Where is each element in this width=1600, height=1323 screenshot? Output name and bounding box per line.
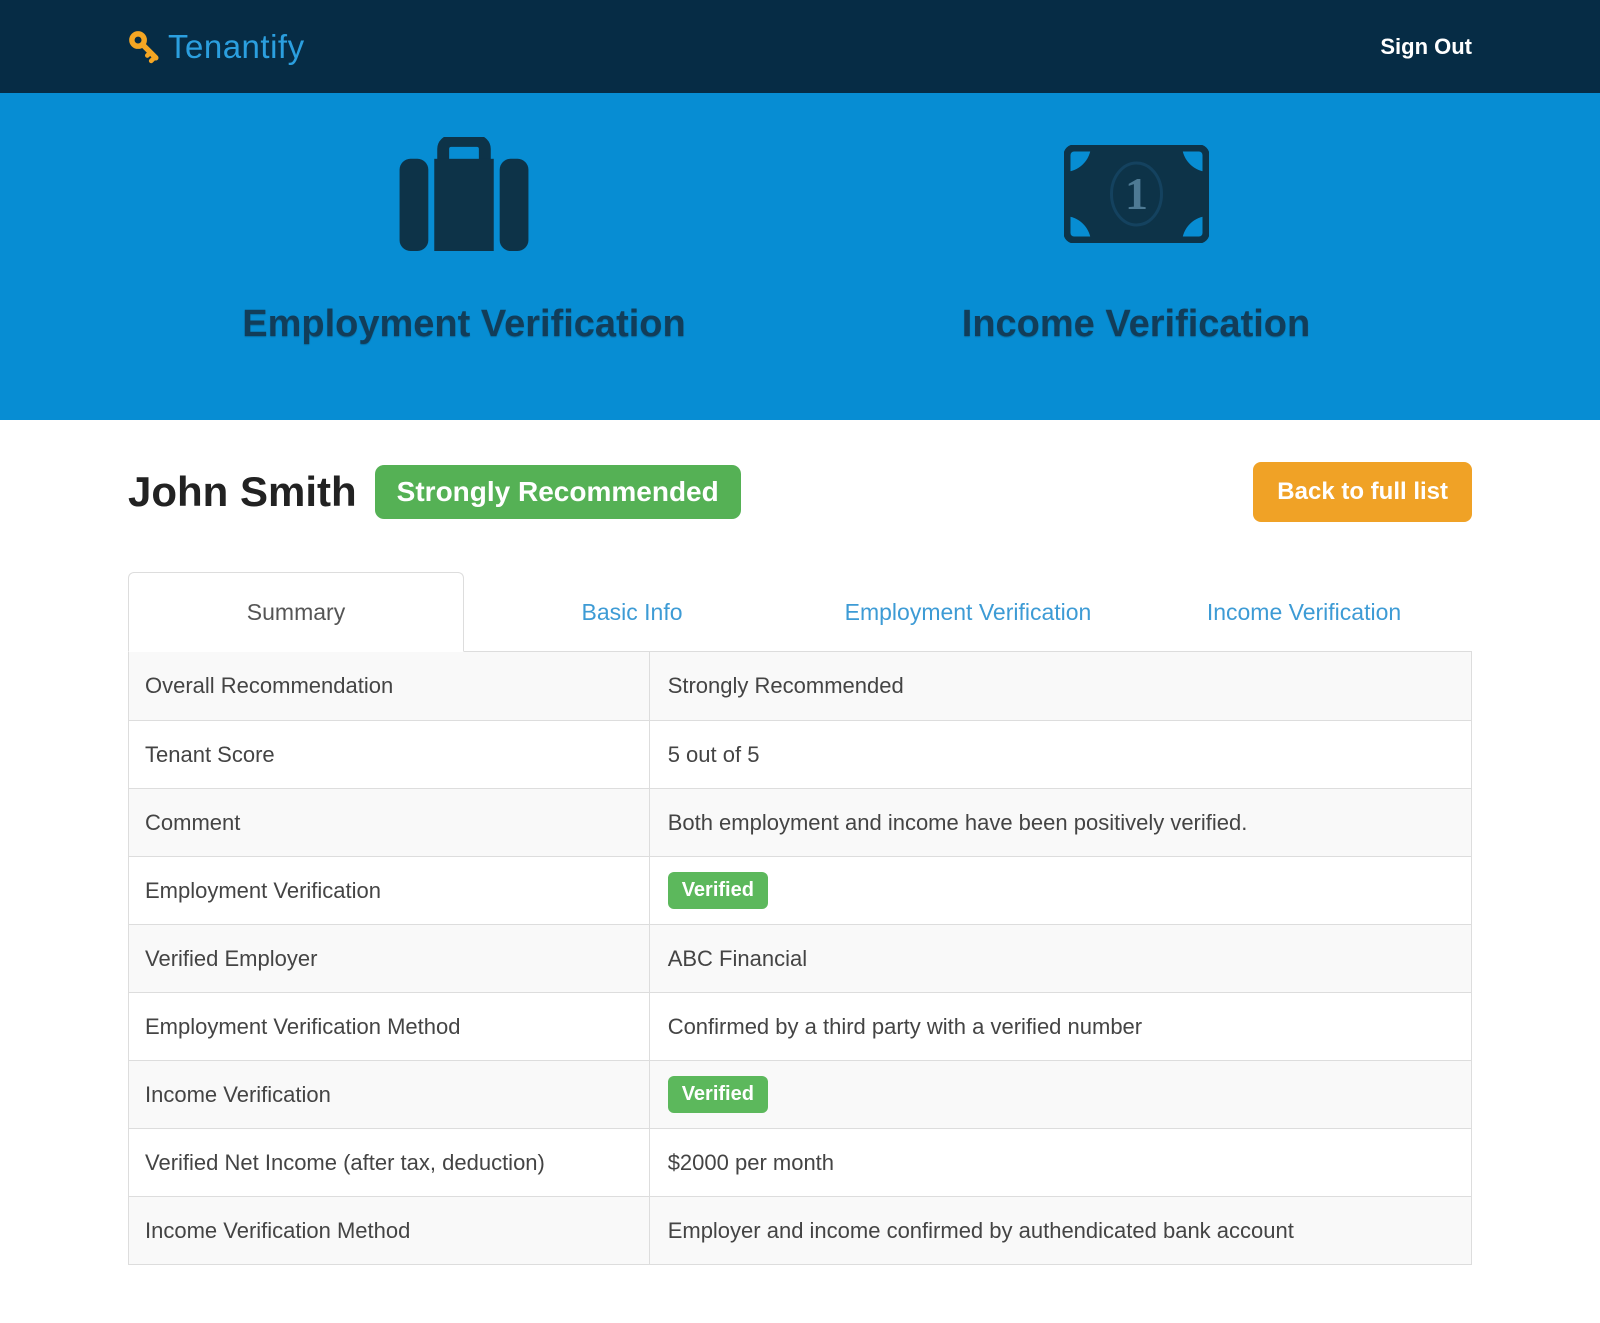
key-icon: [128, 30, 162, 64]
row-value: Employer and income confirmed by authend…: [667, 1217, 1294, 1243]
table-row-income-verification: Income Verification Verified: [129, 1060, 1471, 1128]
row-value: $2000 per month: [667, 1149, 835, 1175]
tab-income-verification[interactable]: Income Verification: [1136, 572, 1472, 651]
tenant-name: John Smith: [128, 468, 357, 515]
top-navbar: Tenantify Sign Out: [0, 0, 1600, 93]
tab-label: Employment Verification: [844, 599, 1092, 625]
summary-table: Overall Recommendation Strongly Recommen…: [128, 652, 1472, 1265]
row-label: Verified Employer: [129, 925, 650, 992]
row-label: Employment Verification: [129, 857, 650, 924]
table-row-income-verification-method: Income Verification Method Employer and …: [129, 1196, 1471, 1264]
svg-text:1: 1: [1125, 168, 1148, 219]
row-label: Employment Verification Method: [129, 993, 650, 1060]
row-value: ABC Financial: [667, 945, 808, 971]
row-label: Tenant Score: [129, 721, 650, 788]
recommendation-badge: Strongly Recommended: [374, 465, 741, 519]
brand-name: Tenantify: [168, 27, 305, 65]
table-row-overall-recommendation: Overall Recommendation Strongly Recommen…: [129, 652, 1471, 720]
tab-label: Summary: [246, 599, 346, 625]
sign-out-link[interactable]: Sign Out: [1380, 33, 1472, 59]
row-label: Income Verification: [129, 1061, 650, 1128]
table-row-employment-verification: Employment Verification Verified: [129, 856, 1471, 924]
briefcase-icon: [128, 137, 800, 251]
income-verification-panel: 1 Income Verification: [800, 93, 1472, 420]
report-tabs: Summary Basic Info Employment Verificati…: [128, 572, 1472, 652]
tab-summary[interactable]: Summary: [128, 572, 464, 652]
table-row-employment-verification-method: Employment Verification Method Confirmed…: [129, 992, 1471, 1060]
employment-verification-panel: Employment Verification: [128, 93, 800, 420]
row-label: Verified Net Income (after tax, deductio…: [129, 1129, 650, 1196]
row-value: Both employment and income have been pos…: [667, 809, 1248, 835]
table-row-verified-net-income-after-tax-deduction: Verified Net Income (after tax, deductio…: [129, 1128, 1471, 1196]
tab-label: Income Verification: [1206, 599, 1402, 625]
profile-header: John Smith Strongly Recommended Back to …: [128, 462, 1472, 522]
table-row-tenant-score: Tenant Score 5 out of 5: [129, 720, 1471, 788]
income-verification-title: Income Verification: [961, 303, 1311, 345]
row-value: Confirmed by a third party with a verifi…: [667, 1013, 1143, 1039]
tab-basic-info[interactable]: Basic Info: [464, 572, 800, 651]
money-bill-icon: 1: [800, 137, 1472, 251]
back-to-full-list-button[interactable]: Back to full list: [1253, 462, 1472, 522]
row-value: 5 out of 5: [667, 741, 760, 767]
row-value: Verified: [650, 1061, 1471, 1128]
row-value: Strongly Recommended: [667, 673, 904, 698]
brand-logo[interactable]: Tenantify: [128, 28, 305, 66]
employment-verification-title: Employment Verification: [242, 303, 686, 345]
row-label: Overall Recommendation: [129, 652, 650, 720]
row-label: Income Verification Method: [129, 1197, 650, 1264]
tab-label: Basic Info: [581, 599, 683, 625]
table-row-verified-employer: Verified Employer ABC Financial: [129, 924, 1471, 992]
main-content: John Smith Strongly Recommended Back to …: [128, 420, 1472, 1319]
row-value: Verified: [650, 857, 1471, 924]
row-label: Comment: [129, 789, 650, 856]
tab-employment-verification[interactable]: Employment Verification: [800, 572, 1136, 651]
table-row-comment: Comment Both employment and income have …: [129, 788, 1471, 856]
verification-hero: Employment Verification 1 Income Verific…: [0, 93, 1600, 420]
